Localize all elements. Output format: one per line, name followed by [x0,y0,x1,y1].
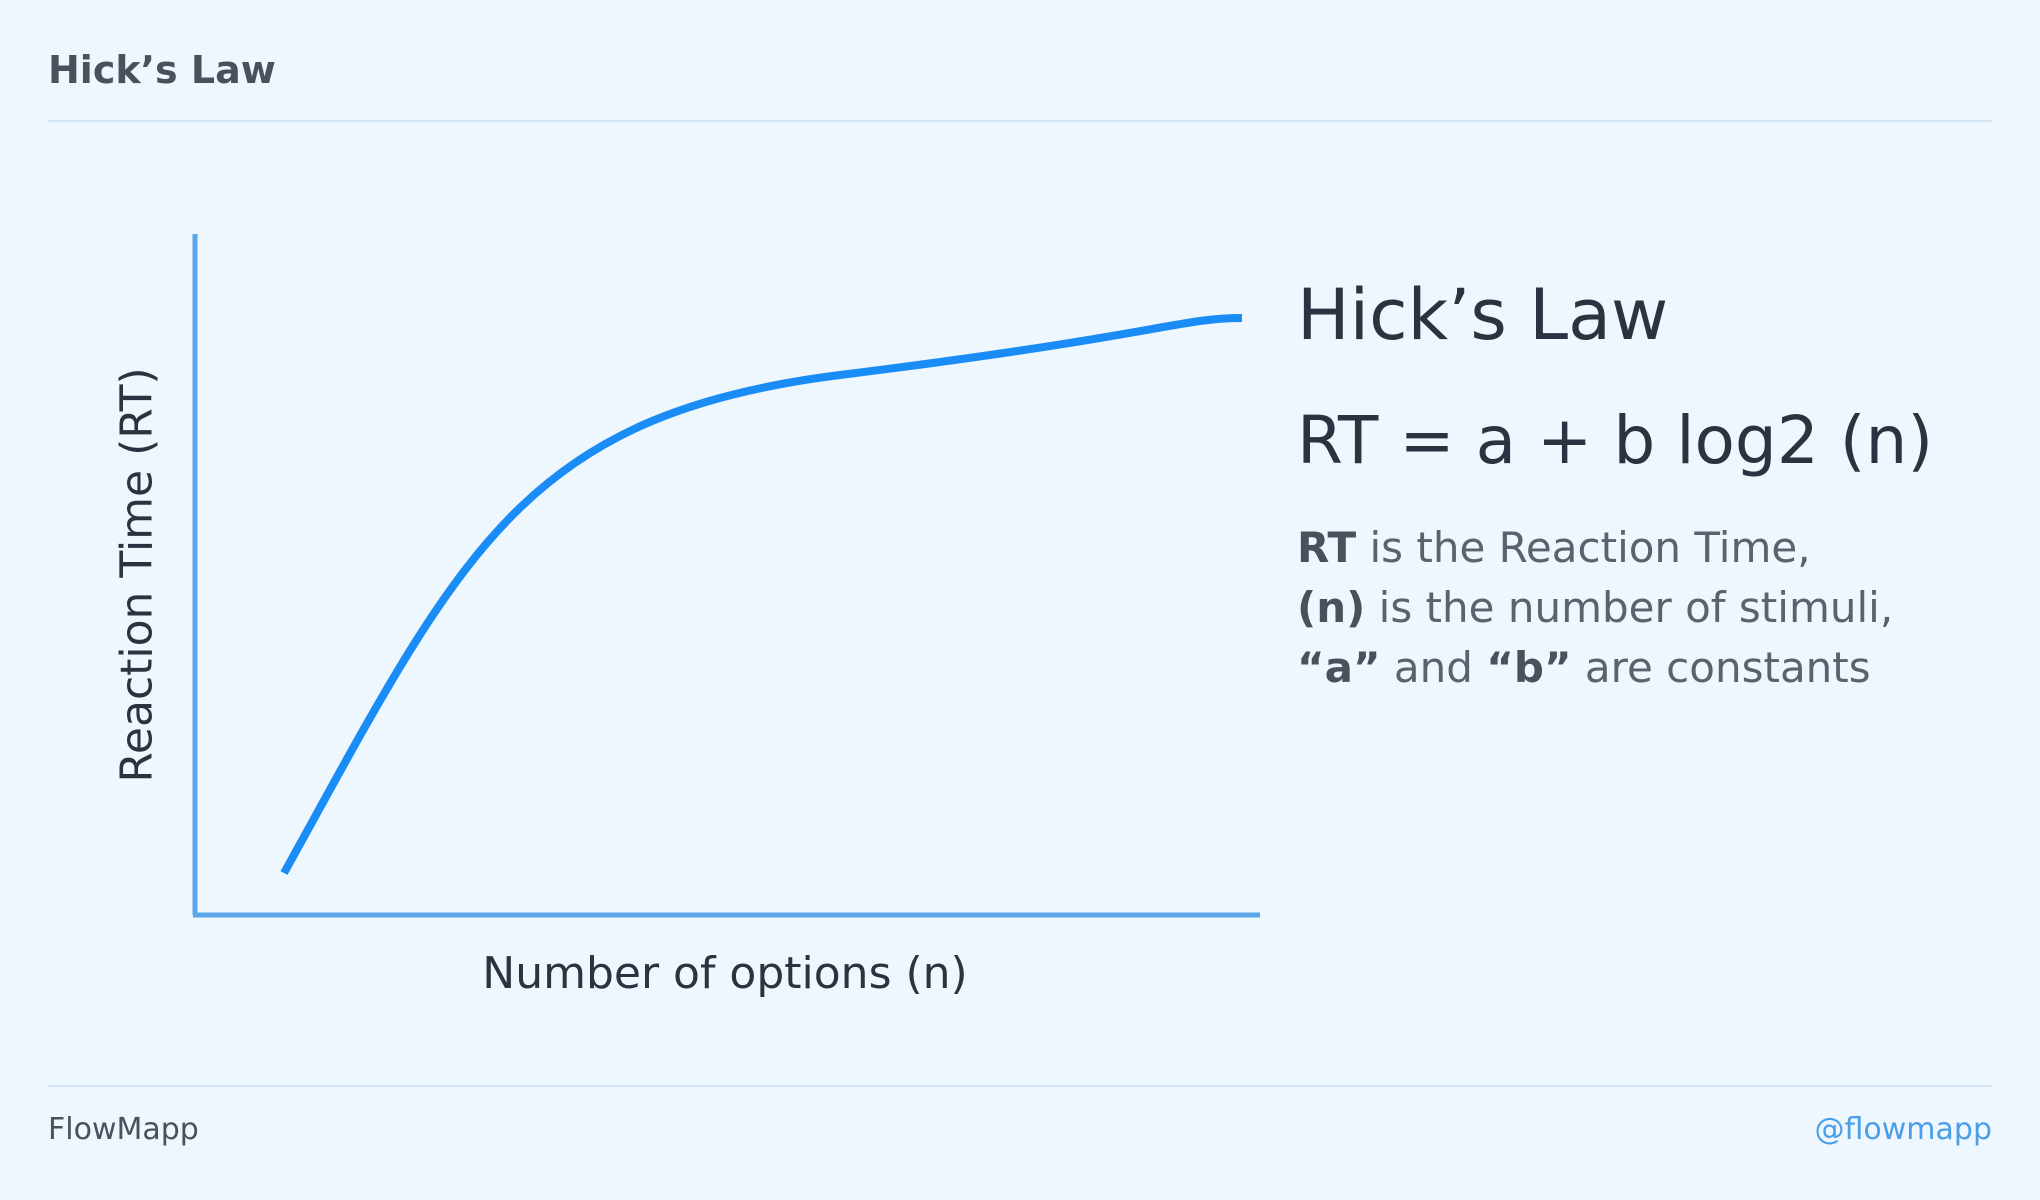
law-definitions: RT is the Reaction Time, (n) is the numb… [1297,518,2017,698]
reaction-time-curve [280,314,1243,875]
definition-text: and [1380,643,1487,692]
definition-term: “a” [1297,643,1381,692]
definition-text: is the Reaction Time, [1356,523,1811,572]
definition-term: “b” [1486,643,1572,692]
definition-text: are constants [1571,643,1871,692]
brand-name: FlowMapp [48,1112,199,1147]
footer-divider [48,1085,1992,1087]
social-handle-link[interactable]: @flowmapp [1814,1112,1992,1147]
law-formula: RT = a + b log2 (n) [1297,402,1934,479]
definition-constants: “a” and “b” are constants [1297,638,2017,698]
definition-rt: RT is the Reaction Time, [1297,518,2017,578]
definition-n: (n) is the number of stimuli, [1297,578,2017,638]
definition-term: (n) [1297,583,1366,632]
definition-term: RT [1297,523,1357,572]
x-axis-label: Number of options (n) [482,948,968,999]
header-divider [48,120,1992,122]
law-description-panel: Hick’s Law RT = a + b log2 (n) RT is the… [1297,270,2017,698]
page-title: Hick’s Law [48,48,276,92]
law-title: Hick’s Law [1297,274,1669,356]
definition-text: is the number of stimuli, [1365,583,1894,632]
y-axis-label: Reaction Time (RT) [111,367,163,783]
